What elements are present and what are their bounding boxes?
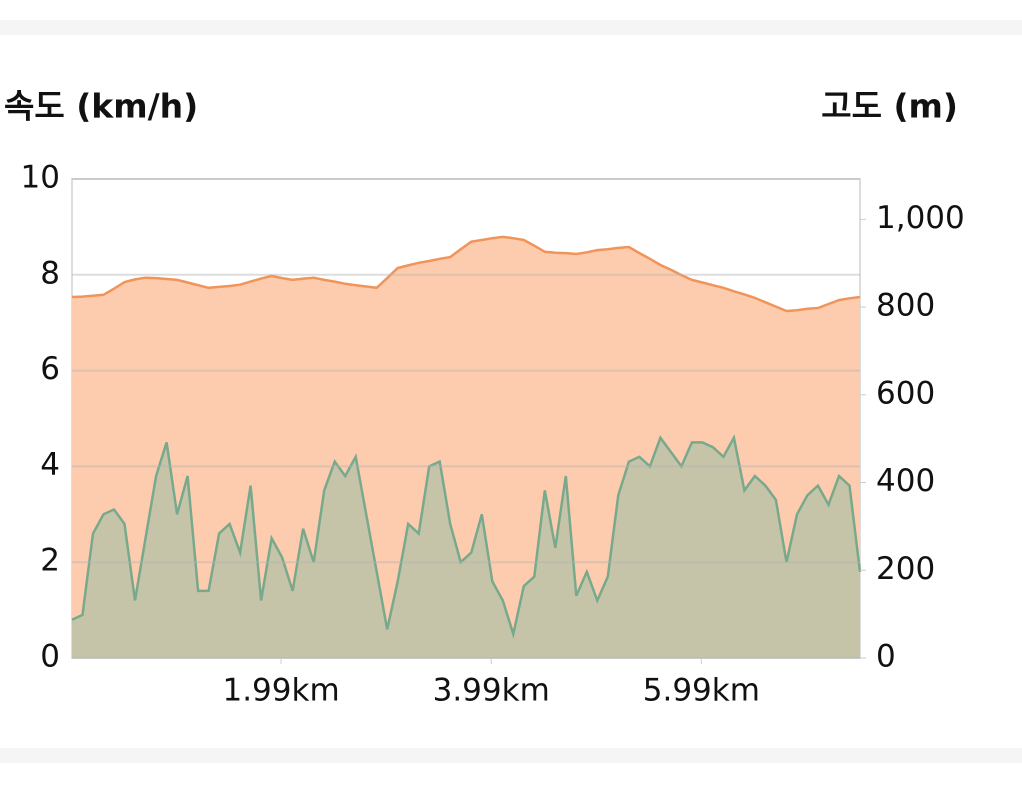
y2-tick-label: 800 [876, 288, 935, 324]
y-tick-label: 10 [21, 160, 60, 196]
x-tick-label: 5.99km [643, 673, 760, 709]
y2-tick-label: 0 [876, 639, 896, 675]
y2-tick-label: 200 [876, 551, 935, 587]
bottom-band [0, 748, 1022, 763]
y-tick-label: 6 [40, 351, 60, 387]
top-band [0, 20, 1022, 35]
area-fill [72, 437, 860, 658]
y-tick-label: 8 [40, 255, 60, 291]
y2-tick-label: 400 [876, 463, 935, 499]
y-tick-label: 0 [40, 639, 60, 675]
x-tick-label: 1.99km [222, 673, 339, 709]
y2-tick-label: 600 [876, 375, 935, 411]
y-tick-label: 4 [40, 447, 60, 483]
y-tick-label: 2 [40, 543, 60, 579]
y2-tick-label: 1,000 [876, 200, 965, 236]
y-axis-title: 속도 (km/h) [4, 87, 198, 126]
area-line [71, 235, 861, 313]
y2-axis-title: 고도 (m) [821, 87, 958, 126]
x-tick-label: 3.99km [433, 673, 550, 709]
area-line [71, 434, 862, 639]
